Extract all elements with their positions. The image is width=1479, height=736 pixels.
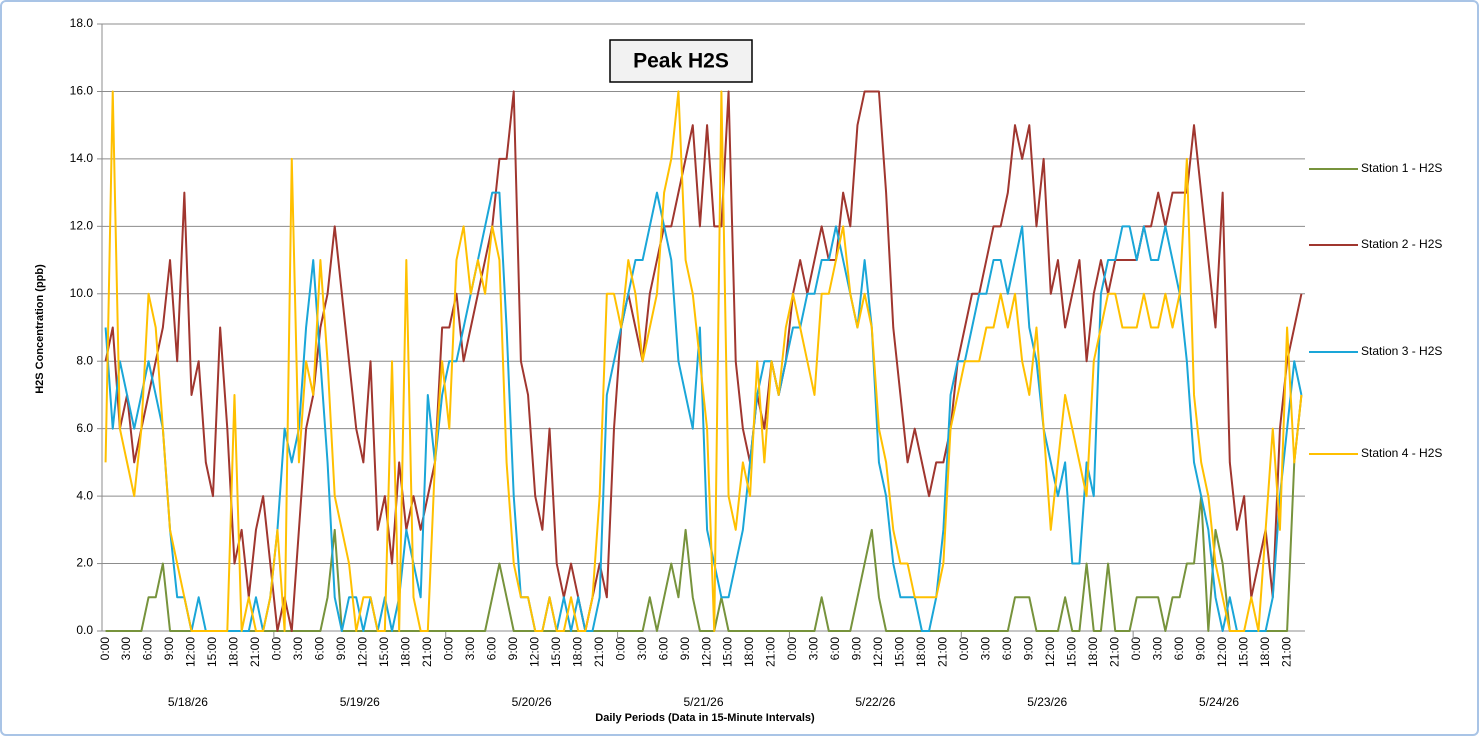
legend-label: Station 3 - H2S <box>1361 344 1442 358</box>
x-tick-label: 9:00 <box>162 637 176 661</box>
y-tick-label: 10.0 <box>70 286 94 300</box>
x-tick-label: 3:00 <box>635 637 649 661</box>
x-tick-label: 0:00 <box>1129 637 1143 661</box>
x-tick-label: 15:00 <box>721 637 735 667</box>
x-tick-label: 6:00 <box>1000 637 1014 661</box>
day-label: 5/21/26 <box>683 695 723 709</box>
x-tick-label: 15:00 <box>205 637 219 667</box>
x-tick-label: 12:00 <box>1215 637 1229 667</box>
y-tick-label: 14.0 <box>70 151 94 165</box>
legend-label: Station 1 - H2S <box>1361 161 1442 175</box>
x-tick-label: 0:00 <box>270 637 284 661</box>
x-tick-label: 0:00 <box>98 637 112 661</box>
series-line <box>104 90 1303 632</box>
x-tick-label: 18:00 <box>1086 637 1100 667</box>
y-tick-label: 18.0 <box>70 16 94 30</box>
x-tick-label: 15:00 <box>377 637 391 667</box>
x-tick-label: 21:00 <box>764 637 778 667</box>
x-tick-label: 15:00 <box>1064 637 1078 667</box>
title-box <box>609 39 753 83</box>
x-tick-label: 12:00 <box>1043 637 1057 667</box>
x-tick-label: 6:00 <box>484 637 498 661</box>
x-tick-label: 12:00 <box>527 637 541 667</box>
y-axis-title: H2S Concentration (ppb) <box>34 264 46 394</box>
x-tick-label: 3:00 <box>979 637 993 661</box>
x-tick-label: 21:00 <box>1279 637 1293 667</box>
x-tick-label: 15:00 <box>1236 637 1250 667</box>
x-tick-label: 12:00 <box>184 637 198 667</box>
x-tick-label: 12:00 <box>699 637 713 667</box>
y-tick-label: 12.0 <box>70 219 94 233</box>
series-line <box>104 90 1303 632</box>
x-tick-label: 21:00 <box>936 637 950 667</box>
x-tick-label: 21:00 <box>592 637 606 667</box>
day-label: 5/19/26 <box>340 695 380 709</box>
day-label: 5/24/26 <box>1199 695 1239 709</box>
x-tick-label: 21:00 <box>1107 637 1121 667</box>
legend-label: Station 4 - H2S <box>1361 446 1442 460</box>
x-tick-label: 0:00 <box>613 637 627 661</box>
legend-label: Station 2 - H2S <box>1361 237 1442 251</box>
chart-title: Peak H2S <box>633 50 729 73</box>
y-tick-label: 4.0 <box>76 488 93 502</box>
day-label: 5/20/26 <box>512 695 552 709</box>
x-tick-label: 18:00 <box>914 637 928 667</box>
x-tick-label: 15:00 <box>893 637 907 667</box>
x-tick-label: 12:00 <box>356 637 370 667</box>
y-tick-label: 0.0 <box>76 623 93 637</box>
y-tick-label: 6.0 <box>76 421 93 435</box>
series-line <box>105 394 1303 632</box>
x-tick-label: 9:00 <box>1193 637 1207 661</box>
x-tick-label: 3:00 <box>291 637 305 661</box>
x-tick-label: 9:00 <box>506 637 520 661</box>
x-tick-label: 18:00 <box>570 637 584 667</box>
series-line <box>104 191 1303 632</box>
x-tick-label: 6:00 <box>141 637 155 661</box>
x-tick-label: 6:00 <box>313 637 327 661</box>
x-tick-label: 6:00 <box>1172 637 1186 661</box>
x-tick-label: 9:00 <box>1021 637 1035 661</box>
y-tick-label: 8.0 <box>76 353 93 367</box>
x-tick-label: 3:00 <box>1150 637 1164 661</box>
x-tick-label: 18:00 <box>227 637 241 667</box>
x-tick-label: 0:00 <box>957 637 971 661</box>
x-tick-label: 9:00 <box>334 637 348 661</box>
day-label: 5/23/26 <box>1027 695 1067 709</box>
day-label: 5/22/26 <box>855 695 895 709</box>
x-tick-label: 21:00 <box>420 637 434 667</box>
x-tick-label: 6:00 <box>656 637 670 661</box>
x-tick-label: 0:00 <box>441 637 455 661</box>
x-tick-label: 18:00 <box>1258 637 1272 667</box>
x-tick-label: 3:00 <box>463 637 477 661</box>
x-axis-title: Daily Periods (Data in 15-Minute Interva… <box>595 712 815 724</box>
x-tick-label: 3:00 <box>807 637 821 661</box>
x-tick-label: 9:00 <box>678 637 692 661</box>
x-tick-label: 6:00 <box>828 637 842 661</box>
x-tick-label: 18:00 <box>742 637 756 667</box>
day-label: 5/18/26 <box>168 695 208 709</box>
x-tick-label: 9:00 <box>850 637 864 661</box>
x-tick-label: 21:00 <box>248 637 262 667</box>
x-tick-label: 18:00 <box>399 637 413 667</box>
x-tick-label: 3:00 <box>119 637 133 661</box>
x-tick-label: 15:00 <box>549 637 563 667</box>
x-tick-label: 12:00 <box>871 637 885 667</box>
y-tick-label: 16.0 <box>70 84 94 98</box>
y-tick-label: 2.0 <box>76 556 93 570</box>
x-tick-label: 0:00 <box>785 637 799 661</box>
